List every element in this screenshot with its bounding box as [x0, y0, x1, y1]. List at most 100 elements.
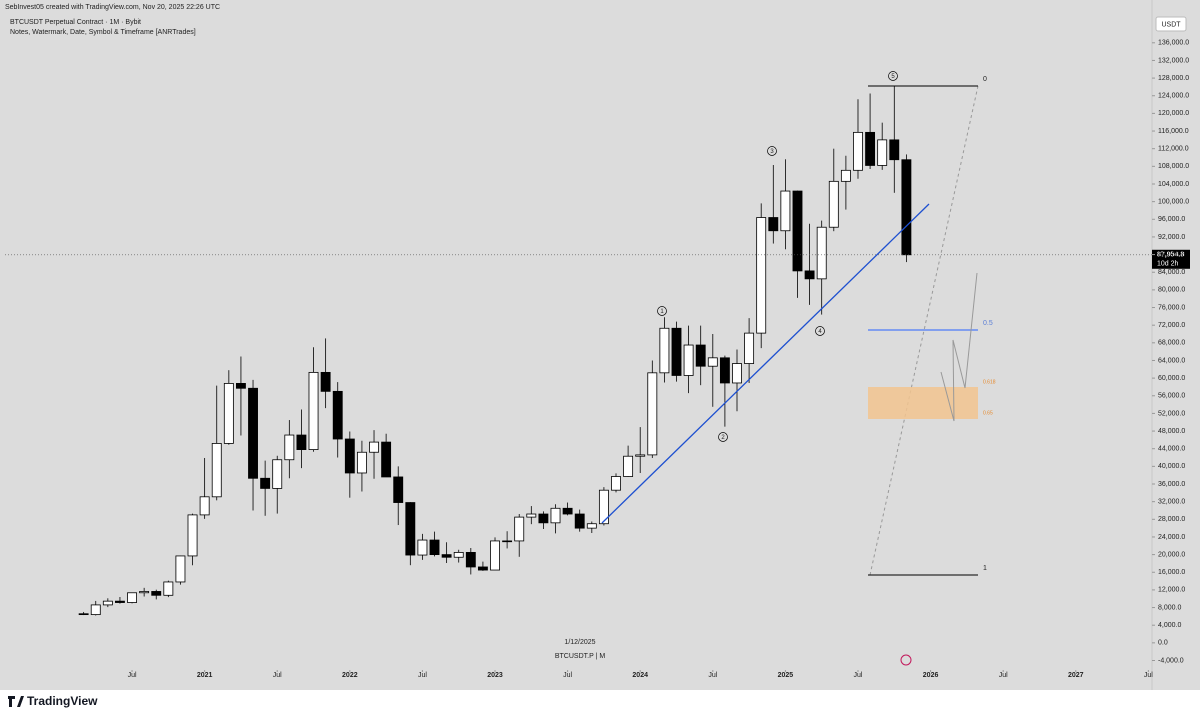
candle-body [127, 592, 137, 603]
candle-body [272, 459, 283, 489]
candle-body [635, 454, 646, 457]
y-tick-label: 64,000.0 [1158, 357, 1185, 364]
candle-body [877, 139, 888, 166]
y-tick-label: 40,000.0 [1158, 463, 1185, 470]
x-tick-label: 2022 [342, 672, 358, 679]
candle-body [828, 180, 839, 228]
y-tick-label: 48,000.0 [1158, 428, 1185, 435]
watermark-date: 1/12/2025 [564, 639, 595, 646]
event-icon[interactable] [900, 654, 912, 666]
x-tick-label: Jul [273, 672, 282, 679]
y-tick-label: 88,000.0 [1158, 251, 1185, 258]
y-tick-label: 36,000.0 [1158, 481, 1185, 488]
y-tick-label: 76,000.0 [1158, 304, 1185, 311]
wave-label: 1 [660, 309, 664, 315]
y-tick-label: 28,000.0 [1158, 516, 1185, 523]
candle-body [369, 441, 379, 453]
wave-label: 2 [721, 435, 725, 441]
candle-body [526, 513, 537, 518]
wave-label: 4 [818, 329, 822, 335]
candle-body [623, 455, 634, 477]
y-tick-label: 16,000.0 [1158, 569, 1185, 576]
candle-body [320, 371, 331, 392]
fib-tool: 0 0.5 0.618 0.65 1 [868, 76, 996, 576]
candle-body [707, 357, 718, 367]
candle-body [308, 371, 319, 450]
countdown: 10d 2h [1157, 261, 1179, 268]
candle-body [284, 434, 295, 461]
projection-path [940, 272, 978, 422]
wave-circle [718, 432, 728, 442]
y-tick-label: 124,000.0 [1158, 93, 1189, 100]
y-tick-label: 4,000.0 [1158, 622, 1181, 629]
wave-circle [888, 71, 898, 81]
y-tick-label: 0.0 [1158, 640, 1168, 647]
wave-labels: 1 2 3 4 5 [657, 71, 898, 442]
candle-body [405, 502, 416, 556]
candle-body [598, 489, 609, 525]
candle-body [840, 169, 851, 182]
candle-body [115, 600, 125, 603]
y-tick-label: -4,000.0 [1158, 657, 1184, 664]
candle-body [393, 476, 404, 503]
candle-body [381, 441, 392, 478]
fib-zone [868, 387, 978, 419]
candle-body [260, 477, 271, 489]
wave-circle [767, 146, 777, 156]
wave-circle [815, 326, 825, 336]
candle-body [429, 539, 440, 556]
y-tick-label: 68,000.0 [1158, 340, 1185, 347]
x-tick-label: 2025 [778, 672, 794, 679]
candle-body [465, 552, 476, 568]
y-tick-label: 24,000.0 [1158, 534, 1185, 541]
candle-body [453, 552, 464, 558]
candle-body [248, 387, 258, 479]
candle-body [695, 344, 706, 367]
x-tick-label: 2026 [923, 672, 939, 679]
fib-label: 0.5 [983, 320, 993, 327]
candle-body [671, 327, 682, 376]
candle-body [102, 600, 113, 606]
y-tick-label: 132,000.0 [1158, 57, 1189, 64]
candle-body [816, 226, 827, 280]
candle-body [477, 566, 488, 571]
watermark-symbol: BTCUSDT.P | M [555, 653, 605, 660]
y-tick-label: 32,000.0 [1158, 499, 1185, 506]
candle-body [889, 139, 900, 161]
candle-body [151, 591, 162, 596]
candle-body [235, 383, 246, 389]
candle-body [175, 555, 186, 583]
candle-body [865, 131, 876, 166]
x-tick-label: Jul [854, 672, 863, 679]
y-tick-label: 12,000.0 [1158, 587, 1185, 594]
fib-label: 0.65 [983, 410, 993, 416]
candle-body [586, 523, 597, 529]
candle-body [756, 217, 767, 334]
subtitle: Notes, Watermark, Date, Symbol & Timefra… [10, 29, 196, 36]
candle-body [163, 581, 174, 596]
candle-body [550, 507, 561, 524]
candle-body [332, 390, 343, 440]
candle-body [744, 332, 755, 364]
candle-body [719, 357, 730, 384]
chart-background [0, 0, 1200, 690]
candle-body [853, 131, 863, 171]
currency-box[interactable] [1155, 16, 1187, 32]
candle-body [441, 554, 452, 558]
wave-circle [657, 306, 667, 316]
candle-body [611, 476, 621, 491]
wave-label: 5 [891, 74, 895, 80]
x-tick-label: Jul [1144, 672, 1153, 679]
candle-body [211, 443, 222, 498]
candle-body [344, 438, 355, 474]
currency: USDT [1161, 21, 1181, 28]
candle-body [901, 159, 912, 256]
brand: TradingView [27, 694, 98, 708]
fib-label: 0.618 [983, 379, 996, 385]
last-price-label: 87,954.8 [1157, 252, 1184, 259]
candle-body [647, 372, 658, 456]
y-tick-label: 108,000.0 [1158, 163, 1189, 170]
chart-title: BTCUSDT Perpetual Contract · 1M · Bybit [10, 19, 141, 26]
y-tick-label: 100,000.0 [1158, 198, 1189, 205]
